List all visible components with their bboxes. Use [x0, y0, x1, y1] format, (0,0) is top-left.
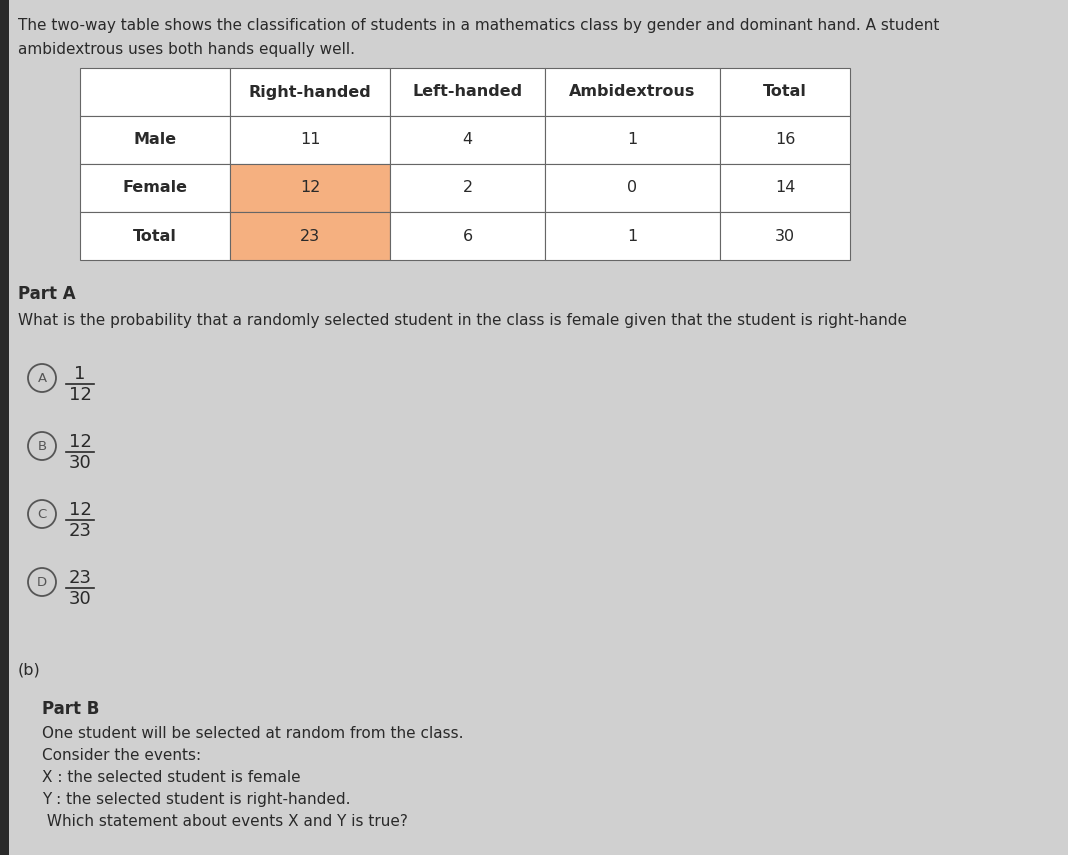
- Bar: [545, 164, 720, 212]
- Text: Which statement about events X and Y is true?: Which statement about events X and Y is …: [42, 814, 408, 829]
- Text: Y : the selected student is right-handed.: Y : the selected student is right-handed…: [42, 792, 350, 807]
- Bar: [230, 212, 390, 260]
- Text: Part A: Part A: [18, 285, 76, 303]
- Text: ambidextrous uses both hands equally well.: ambidextrous uses both hands equally wel…: [18, 42, 355, 57]
- Text: 23: 23: [68, 522, 92, 540]
- Bar: [230, 116, 390, 164]
- Text: D: D: [37, 575, 47, 588]
- Text: The two-way table shows the classification of students in a mathematics class by: The two-way table shows the classificati…: [18, 18, 940, 33]
- Text: A: A: [37, 372, 47, 385]
- Bar: [720, 68, 850, 116]
- Text: Left-handed: Left-handed: [412, 85, 522, 99]
- Text: 30: 30: [68, 590, 92, 608]
- Bar: [230, 164, 390, 212]
- Bar: [545, 68, 720, 116]
- Text: B: B: [37, 439, 47, 452]
- Bar: [80, 212, 230, 260]
- Text: Female: Female: [123, 180, 188, 196]
- Bar: [80, 68, 230, 116]
- Text: C: C: [37, 508, 47, 521]
- Text: 1: 1: [75, 365, 85, 383]
- Text: Part B: Part B: [42, 700, 99, 718]
- Bar: [80, 116, 230, 164]
- Text: Total: Total: [763, 85, 807, 99]
- Bar: [720, 116, 850, 164]
- Text: 14: 14: [774, 180, 796, 196]
- Bar: [545, 212, 720, 260]
- Text: Right-handed: Right-handed: [249, 85, 372, 99]
- Bar: [80, 164, 230, 212]
- Text: 11: 11: [300, 133, 320, 148]
- Text: 23: 23: [300, 228, 320, 244]
- Text: One student will be selected at random from the class.: One student will be selected at random f…: [42, 726, 464, 741]
- Bar: [390, 164, 545, 212]
- Text: 1: 1: [627, 133, 638, 148]
- Text: X : the selected student is female: X : the selected student is female: [42, 770, 300, 785]
- Bar: [720, 212, 850, 260]
- Bar: [720, 164, 850, 212]
- Text: 12: 12: [68, 386, 92, 404]
- Text: Male: Male: [134, 133, 176, 148]
- Text: 4: 4: [462, 133, 472, 148]
- Text: 12: 12: [300, 180, 320, 196]
- Text: What is the probability that a randomly selected student in the class is female : What is the probability that a randomly …: [18, 313, 907, 328]
- Bar: [230, 68, 390, 116]
- Text: 12: 12: [68, 433, 92, 451]
- Bar: [390, 212, 545, 260]
- Text: 23: 23: [68, 569, 92, 587]
- Text: 12: 12: [68, 501, 92, 519]
- Text: Consider the events:: Consider the events:: [42, 748, 201, 763]
- Text: Ambidextrous: Ambidextrous: [569, 85, 695, 99]
- Text: Total: Total: [134, 228, 177, 244]
- Text: (b): (b): [18, 662, 41, 677]
- Text: 16: 16: [774, 133, 796, 148]
- Text: 2: 2: [462, 180, 472, 196]
- Bar: [545, 116, 720, 164]
- Bar: [390, 116, 545, 164]
- Bar: [390, 68, 545, 116]
- Text: 30: 30: [68, 454, 92, 472]
- Text: 30: 30: [775, 228, 795, 244]
- Text: 0: 0: [627, 180, 638, 196]
- Text: 1: 1: [627, 228, 638, 244]
- Text: 6: 6: [462, 228, 472, 244]
